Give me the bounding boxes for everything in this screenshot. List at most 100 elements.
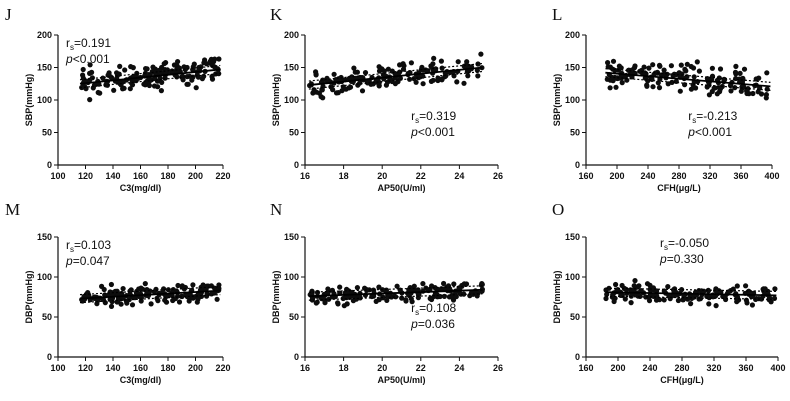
data-point [337,284,343,290]
data-point [313,69,319,75]
data-point [158,88,164,94]
y-tick-label: 200 [37,30,52,40]
data-point [463,281,470,287]
data-point [420,281,426,287]
x-tick-label: 200 [609,171,624,181]
data-point [384,297,390,303]
data-point [417,74,423,80]
x-axis-label: C3(mg/dl) [120,375,162,385]
data-point [371,293,377,299]
rs-value: =0.103 [74,238,111,252]
data-point [175,59,181,65]
data-point [331,71,337,77]
data-point [693,85,699,91]
x-tick-label: 280 [671,171,686,181]
data-point [607,85,613,91]
data-point [408,60,414,66]
data-point [130,65,136,71]
data-point [351,65,357,71]
data-point [143,66,149,72]
data-point [656,85,663,91]
data-point [148,301,154,307]
data-point [313,300,319,306]
data-point [665,284,671,290]
data-point [376,64,382,70]
data-point [199,76,205,82]
data-point [95,89,101,96]
data-point [728,88,734,94]
data-point [618,292,624,298]
data-point [407,285,413,291]
x-tick-label: 180 [160,363,175,373]
y-tick-label: 100 [37,95,52,105]
data-point [449,294,455,300]
x-tick-label: 280 [674,363,689,373]
data-point [661,297,667,303]
p-value: <0.001 [73,52,110,66]
p-value: =0.330 [667,252,704,266]
data-point [677,88,683,94]
p-value: <0.001 [418,125,455,139]
data-point [650,84,656,90]
x-tick-label: 18 [339,171,349,181]
data-point [461,291,467,297]
rs-stat: rs=0.191 [66,36,111,52]
data-point [750,90,756,97]
x-tick-label: 140 [105,171,120,181]
rs-symbol: r [688,109,692,123]
data-point [438,58,444,64]
panel-j: J 0 50 100 150 200 100 120 140 160 180 200 220 C3(mg/… [5,5,231,193]
data-point [335,90,341,96]
y-axis-label: SBP(mmHg) [271,74,281,127]
x-tick-label: 24 [454,363,464,373]
data-point [182,284,188,291]
x-axis-label: AP50(U/ml) [377,183,425,193]
data-point [696,288,702,294]
data-point [190,66,196,72]
data-point [392,81,398,87]
data-point [734,283,740,289]
data-point [655,80,661,86]
data-point [646,298,653,304]
data-point [330,87,336,93]
p-symbol: p [65,254,73,268]
data-point [738,88,744,94]
data-point [355,82,361,88]
data-point [613,84,619,90]
data-point [439,77,445,83]
data-point [734,296,740,302]
data-point [684,61,690,67]
data-point [403,297,409,303]
confidence-band-lower [308,70,483,90]
data-point [142,281,148,287]
x-tick-label: 20 [377,363,387,373]
data-point [114,299,120,305]
data-point [678,62,684,68]
y-tick-label: 150 [565,232,580,242]
data-point [688,63,694,70]
data-point [616,63,623,69]
data-point [668,63,675,69]
data-point [309,288,315,294]
data-point [427,295,433,302]
p-symbol: p [410,317,418,331]
data-point [430,77,436,83]
data-point [441,280,447,287]
data-point [475,73,481,79]
regression-line [308,66,483,86]
data-point [204,61,210,67]
data-point [691,294,697,300]
data-point [383,288,389,294]
data-point [423,67,429,73]
data-point [688,86,695,92]
data-point [764,86,770,92]
y-axis-label: DBP(mmHg) [24,270,34,323]
x-axis-label: AP50(U/ml) [377,375,425,385]
data-point [619,80,625,86]
x-tick-label: 16 [300,171,310,181]
x-tick-label: 18 [339,363,349,373]
y-tick-label: 0 [575,160,580,170]
data-point [737,70,743,76]
data-point [108,281,114,288]
